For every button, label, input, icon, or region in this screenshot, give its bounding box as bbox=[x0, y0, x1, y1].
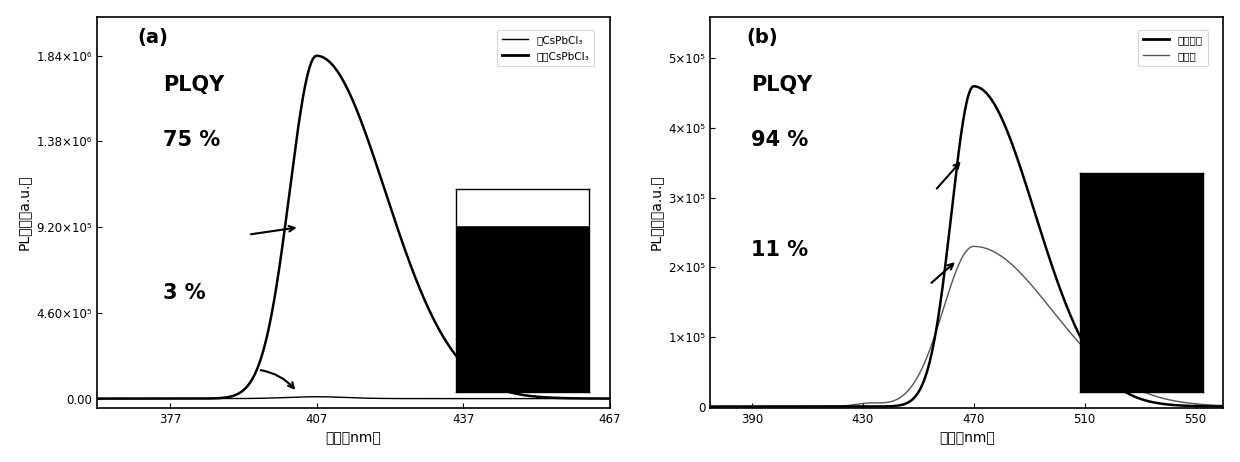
兑CsPbCl₃ bbox=[89, 396, 104, 401]
兑CsPbCl₃ bbox=[309, 394, 324, 400]
兑CsPbCl₃ bbox=[286, 395, 301, 400]
光化CsPbCl₃ bbox=[179, 396, 193, 401]
光化蓝光 bbox=[1207, 404, 1221, 409]
光化蓝光 bbox=[966, 84, 981, 89]
Line: 光化蓝光: 光化蓝光 bbox=[711, 86, 1224, 407]
Text: 11 %: 11 % bbox=[751, 240, 808, 260]
光化CsPbCl₃ bbox=[603, 396, 618, 401]
光化蓝光 bbox=[761, 404, 776, 409]
Y-axis label: PL强度（a.u.）: PL强度（a.u.） bbox=[16, 175, 31, 250]
纯蓝光 bbox=[1151, 394, 1166, 400]
Text: PLQY: PLQY bbox=[164, 75, 224, 95]
兑CsPbCl₃ bbox=[603, 396, 618, 401]
光化CsPbCl₃ bbox=[309, 53, 324, 59]
Line: 纯蓝光: 纯蓝光 bbox=[711, 246, 1224, 407]
X-axis label: 波长（nm）: 波长（nm） bbox=[939, 432, 994, 445]
Legend: 光化蓝光, 纯蓝光: 光化蓝光, 纯蓝光 bbox=[1138, 30, 1208, 67]
Text: 3 %: 3 % bbox=[164, 283, 206, 303]
光化CsPbCl₃ bbox=[148, 396, 162, 401]
兑CsPbCl₃ bbox=[179, 396, 193, 401]
X-axis label: 波长（nm）: 波长（nm） bbox=[325, 432, 381, 445]
光化蓝光 bbox=[703, 404, 718, 409]
纯蓝光 bbox=[921, 348, 936, 354]
兑CsPbCl₃ bbox=[309, 394, 324, 400]
兑CsPbCl₃ bbox=[537, 396, 552, 401]
光化蓝光 bbox=[792, 404, 807, 409]
光化CsPbCl₃ bbox=[89, 396, 104, 401]
纯蓝光 bbox=[899, 389, 914, 395]
纯蓝光 bbox=[1216, 403, 1231, 408]
Text: (b): (b) bbox=[746, 28, 777, 48]
光化CsPbCl₃ bbox=[593, 396, 608, 401]
Text: 94 %: 94 % bbox=[751, 130, 808, 150]
兑CsPbCl₃ bbox=[593, 396, 608, 401]
光化蓝光 bbox=[1151, 401, 1166, 406]
光化蓝光 bbox=[899, 400, 914, 406]
纯蓝光 bbox=[792, 404, 807, 409]
光化CsPbCl₃ bbox=[286, 159, 301, 165]
纯蓝光 bbox=[761, 404, 776, 409]
兑CsPbCl₃ bbox=[148, 396, 162, 401]
纯蓝光 bbox=[966, 243, 981, 249]
Text: 75 %: 75 % bbox=[164, 130, 221, 150]
光化CsPbCl₃ bbox=[537, 395, 552, 400]
Line: 兑CsPbCl₃: 兑CsPbCl₃ bbox=[97, 397, 610, 399]
Legend: 兑CsPbCl₃, 光化CsPbCl₃: 兑CsPbCl₃, 光化CsPbCl₃ bbox=[497, 30, 594, 67]
光化CsPbCl₃ bbox=[309, 53, 324, 59]
光化蓝光 bbox=[921, 361, 936, 366]
Text: (a): (a) bbox=[138, 28, 169, 48]
纯蓝光 bbox=[1207, 402, 1221, 408]
Y-axis label: PL强度（a.u.）: PL强度（a.u.） bbox=[649, 175, 663, 250]
纯蓝光 bbox=[703, 404, 718, 409]
光化蓝光 bbox=[1216, 404, 1231, 409]
Text: PLQY: PLQY bbox=[751, 75, 812, 95]
Line: 光化CsPbCl₃: 光化CsPbCl₃ bbox=[97, 56, 610, 399]
